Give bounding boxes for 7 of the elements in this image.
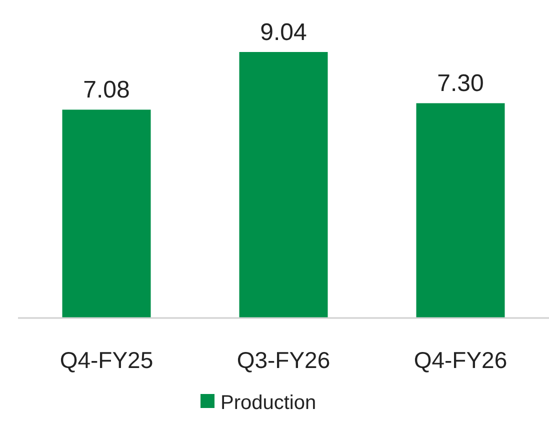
legend-label: Production — [220, 392, 316, 414]
x-tick-label: Q4-FY25 — [60, 347, 154, 373]
data-label: 9.04 — [260, 19, 307, 46]
x-tick-label: Q3-FY26 — [236, 347, 330, 373]
data-label: 7.30 — [437, 70, 484, 98]
x-tick-label: Q4-FY26 — [414, 347, 508, 373]
data-label: 7.08 — [83, 76, 130, 104]
